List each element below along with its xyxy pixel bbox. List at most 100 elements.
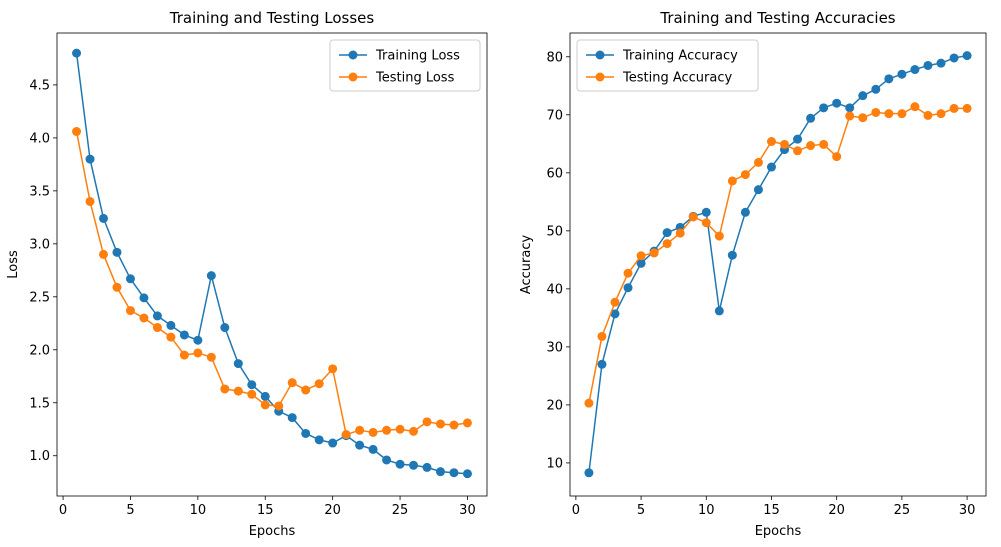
data-point	[871, 84, 881, 94]
data-point	[832, 98, 842, 108]
data-point	[341, 430, 351, 440]
data-point	[422, 417, 432, 427]
y-tick-label: 80	[546, 50, 563, 65]
data-point	[897, 69, 907, 79]
x-tick-label: 20	[324, 503, 341, 518]
data-point	[260, 400, 270, 410]
x-tick-label: 0	[59, 503, 67, 518]
data-point	[910, 102, 920, 112]
x-axis-label: Epochs	[249, 524, 296, 539]
data-point	[897, 109, 907, 119]
data-point	[274, 401, 284, 411]
data-point	[662, 228, 672, 238]
x-tick-label: 10	[190, 503, 207, 518]
x-tick-label: 5	[637, 503, 645, 518]
data-point	[179, 350, 189, 360]
data-point	[301, 428, 311, 438]
data-point	[462, 469, 472, 479]
legend-marker	[348, 72, 358, 82]
data-point	[701, 218, 711, 228]
data-point	[923, 110, 933, 120]
data-point	[99, 249, 109, 259]
x-tick-label: 25	[894, 503, 911, 518]
data-point	[220, 384, 230, 394]
x-tick-label: 25	[392, 503, 409, 518]
series-line-1	[75, 53, 468, 475]
y-tick-label: 3.0	[29, 237, 50, 252]
data-point	[395, 459, 405, 469]
legend-label: Training Accuracy	[622, 49, 738, 64]
plot-frame	[56, 32, 488, 497]
y-axis-label: Accuracy	[519, 235, 534, 295]
data-point	[793, 146, 803, 156]
data-point	[936, 58, 946, 68]
legend-marker	[595, 50, 605, 60]
data-point	[727, 176, 737, 186]
x-tick-label: 5	[126, 503, 134, 518]
legend-marker	[595, 72, 605, 82]
x-axis-label: Epochs	[755, 524, 802, 539]
data-point	[355, 440, 365, 450]
data-point	[382, 425, 392, 435]
y-tick-label: 10	[546, 456, 563, 471]
data-point	[152, 323, 162, 333]
data-point	[962, 103, 972, 113]
chart-title: Training and Testing Losses	[169, 9, 375, 27]
data-point	[193, 348, 203, 358]
data-point	[355, 425, 365, 435]
data-point	[233, 386, 243, 396]
data-point	[584, 398, 594, 408]
data-point	[247, 389, 257, 399]
data-point	[819, 103, 829, 113]
x-tick-label: 0	[572, 503, 580, 518]
chart-panel-1: Training and Testing Losses Epochs Loss 0 5 1…	[6, 9, 488, 539]
y-tick-label: 1.5	[29, 396, 50, 411]
data-point	[287, 413, 297, 423]
legend: Training Loss Testing Loss	[329, 39, 481, 92]
chart-panel-2: Training and Testing Accuracies Epochs Acc…	[519, 9, 987, 539]
data-point	[449, 420, 459, 430]
x-tick-label: 15	[257, 503, 274, 518]
data-point	[409, 460, 419, 470]
data-point	[85, 196, 95, 206]
data-point	[179, 330, 189, 340]
data-point	[314, 435, 324, 445]
data-point	[793, 134, 803, 144]
data-point	[858, 113, 868, 123]
data-point	[260, 391, 270, 401]
data-point	[395, 424, 405, 434]
data-point	[125, 274, 135, 284]
data-point	[597, 331, 607, 341]
data-point	[409, 426, 419, 436]
data-point	[740, 207, 750, 217]
y-axis-label: Loss	[6, 250, 21, 279]
data-point	[139, 313, 149, 323]
data-point	[112, 282, 122, 292]
data-point	[610, 297, 620, 307]
data-point	[884, 109, 894, 119]
data-point	[819, 139, 829, 149]
data-point	[910, 65, 920, 75]
data-point	[584, 468, 594, 478]
legend: Training Accuracy Testing Accuracy	[576, 39, 759, 92]
data-point	[99, 213, 109, 223]
data-point	[206, 352, 216, 362]
series-line-2	[588, 105, 968, 404]
data-point	[858, 91, 868, 101]
data-point	[806, 113, 816, 123]
data-point	[220, 323, 230, 333]
data-point	[328, 438, 338, 448]
data-point	[422, 462, 432, 472]
data-point	[435, 467, 445, 477]
data-point	[806, 141, 816, 151]
data-point	[623, 268, 633, 278]
data-point	[766, 136, 776, 146]
data-point	[832, 152, 842, 162]
data-point	[766, 162, 776, 172]
y-tick-label: 2.0	[29, 343, 50, 358]
data-point	[72, 127, 82, 137]
legend-label: Training Loss	[375, 49, 460, 64]
data-point	[462, 418, 472, 428]
data-point	[714, 306, 724, 316]
